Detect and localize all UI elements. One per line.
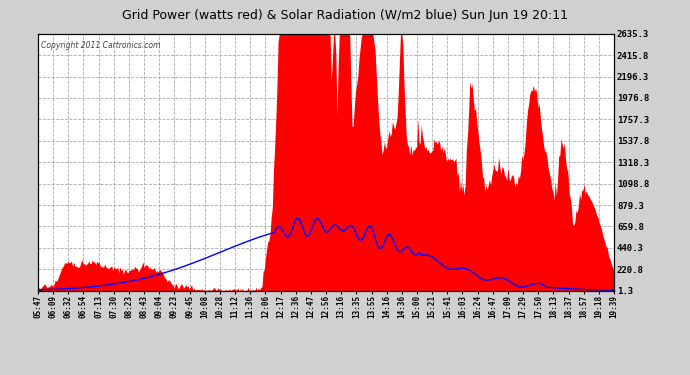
Text: Copyright 2011 Cartronics.com: Copyright 2011 Cartronics.com [41,42,160,51]
Text: Grid Power (watts red) & Solar Radiation (W/m2 blue) Sun Jun 19 20:11: Grid Power (watts red) & Solar Radiation… [122,9,568,22]
